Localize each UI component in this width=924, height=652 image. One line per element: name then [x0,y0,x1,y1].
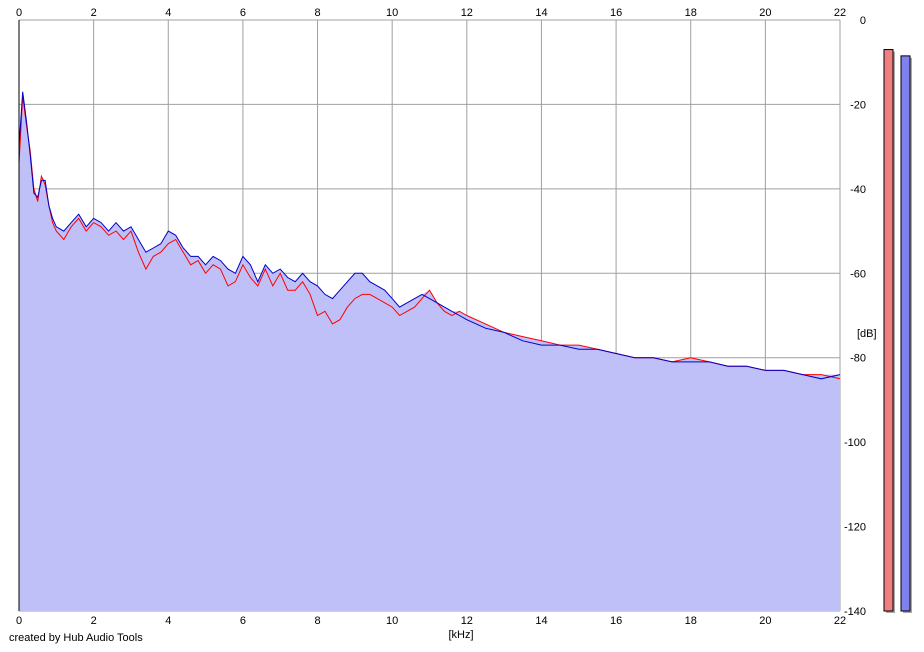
x-tick-label-top: 22 [834,7,846,19]
x-tick-label-top: 14 [535,7,547,19]
x-tick-labels-top: 0 2 4 6 8 10 12 14 16 18 20 22 [16,7,846,19]
y-tick-label: 0 [860,15,866,27]
y-tick-labels: 0 -20 -40 -60 -80 -100 -120 -140 [844,15,866,618]
x-tick-label-bottom: 10 [386,615,398,627]
x-tick-label-top: 20 [759,7,771,19]
y-tick-label: -40 [850,184,866,196]
x-tick-label-bottom: 8 [314,615,320,627]
y-tick-label: -100 [844,437,866,449]
spectrum-fill-area [19,91,840,612]
x-tick-label-bottom: 18 [685,615,697,627]
x-tick-label-bottom: 0 [16,615,22,627]
x-tick-label-bottom: 2 [91,615,97,627]
x-tick-label-top: 16 [610,7,622,19]
y-tick-label: -60 [850,268,866,280]
x-axis-label: [kHz] [448,629,473,641]
x-tick-label-bottom: 12 [461,615,473,627]
x-tick-label-top: 6 [240,7,246,19]
x-tick-label-top: 8 [314,7,320,19]
y-tick-label: -120 [844,522,866,534]
x-tick-label-top: 10 [386,7,398,19]
x-tick-label-bottom: 4 [165,615,171,627]
x-tick-label-top: 4 [165,7,171,19]
x-tick-label-top: 18 [685,7,697,19]
y-tick-label: -140 [844,606,866,618]
x-tick-label-top: 2 [91,7,97,19]
x-tick-label-top: 12 [461,7,473,19]
level-meters [883,49,912,614]
level-meter-right [900,55,911,612]
series-line-right [18,91,841,380]
x-tick-label-bottom: 20 [759,615,771,627]
y-axis-label: [dB] [857,328,877,340]
x-tick-label-bottom: 22 [834,615,846,627]
y-tick-label: -80 [850,353,866,365]
x-tick-label-bottom: 16 [610,615,622,627]
level-meter-left [883,49,894,612]
x-tick-labels-bottom: 0 2 4 6 8 10 12 14 16 18 20 22 [16,615,846,627]
x-tick-label-bottom: 6 [240,615,246,627]
credit-text: created by Hub Audio Tools [9,632,143,644]
series-line-left [18,95,841,380]
x-tick-label-top: 0 [16,7,22,19]
x-tick-label-bottom: 14 [535,615,547,627]
y-tick-label: -20 [850,99,866,111]
